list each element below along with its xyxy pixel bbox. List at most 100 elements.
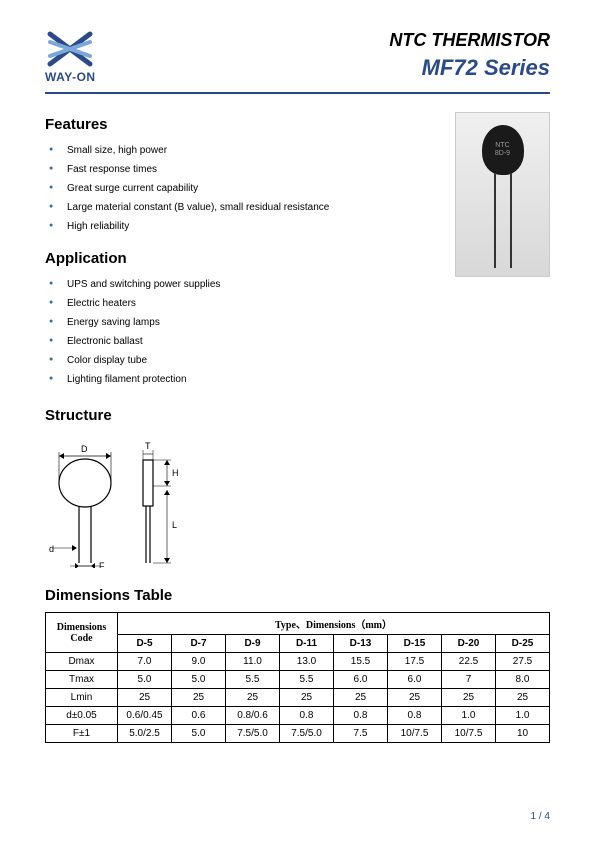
dim-cell: 9.0: [172, 653, 226, 671]
dim-col-header: D-7: [172, 635, 226, 653]
label-H: H: [172, 468, 179, 478]
dim-cell: 5.5: [280, 671, 334, 689]
dim-cell: 7.0: [118, 653, 172, 671]
dim-row-label: Dmax: [46, 653, 118, 671]
label-L: L: [172, 520, 177, 530]
dim-col-header: D-9: [226, 635, 280, 653]
thermistor-leads-icon: [494, 173, 512, 268]
dim-cell: 5.0: [172, 725, 226, 743]
dim-cell: 17.5: [388, 653, 442, 671]
list-item: Lighting filament protection: [49, 370, 440, 389]
marking-line2: 8D-9: [495, 150, 510, 158]
dim-col-header: D-25: [496, 635, 550, 653]
logo: WAY-ON: [45, 30, 96, 84]
dim-cell: 7.5/5.0: [226, 725, 280, 743]
table-row: Lmin2525252525252525: [46, 689, 550, 707]
label-T: T: [145, 441, 151, 451]
list-item: Large material constant (B value), small…: [49, 198, 440, 217]
wayon-logo-icon: [46, 30, 94, 68]
dim-cell: 15.5: [334, 653, 388, 671]
dim-cell: 25: [280, 689, 334, 707]
dim-cell: 7: [442, 671, 496, 689]
list-item: UPS and switching power supplies: [49, 275, 440, 294]
dim-cell: 7.5/5.0: [280, 725, 334, 743]
dimensions-table: Dimensions CodeType、Dimensions（mm）D-5D-7…: [45, 612, 550, 743]
dim-col-header: D-20: [442, 635, 496, 653]
table-row: d±0.050.6/0.450.60.8/0.60.80.80.81.01.0: [46, 707, 550, 725]
application-list: UPS and switching power suppliesElectric…: [45, 275, 440, 389]
dim-row-label: Tmax: [46, 671, 118, 689]
list-item: Electronic ballast: [49, 332, 440, 351]
dim-cell: 25: [172, 689, 226, 707]
table-row: Dmax7.09.011.013.015.517.522.527.5: [46, 653, 550, 671]
dim-col-header: D-5: [118, 635, 172, 653]
label-d: d: [49, 544, 54, 554]
structure-heading: Structure: [45, 407, 550, 424]
dim-cell: 5.0: [118, 671, 172, 689]
dim-col-header: D-15: [388, 635, 442, 653]
dim-group-header: Type、Dimensions（mm）: [118, 613, 550, 635]
dim-cell: 25: [118, 689, 172, 707]
dim-row-label: Lmin: [46, 689, 118, 707]
logo-text: WAY-ON: [45, 70, 96, 84]
title-category: NTC THERMISTOR: [389, 30, 550, 51]
dim-cell: 0.8/0.6: [226, 707, 280, 725]
dimensions-heading: Dimensions Table: [45, 587, 550, 604]
thermistor-head-icon: NTC 8D-9: [482, 125, 524, 175]
list-item: Electric heaters: [49, 294, 440, 313]
dim-col-header: D-11: [280, 635, 334, 653]
marking-line1: NTC: [495, 142, 509, 150]
intro-row: Features Small size, high powerFast resp…: [45, 112, 550, 403]
dim-row-label: F±1: [46, 725, 118, 743]
dim-cell: 1.0: [496, 707, 550, 725]
dim-cell: 0.6/0.45: [118, 707, 172, 725]
dim-cell: 0.8: [280, 707, 334, 725]
dim-cell: 25: [226, 689, 280, 707]
dim-cell: 25: [496, 689, 550, 707]
dim-cell: 25: [442, 689, 496, 707]
page-number: 1 / 4: [531, 811, 550, 822]
header: WAY-ON NTC THERMISTOR MF72 Series: [45, 30, 550, 94]
dim-cell: 25: [334, 689, 388, 707]
table-row: F±15.0/2.55.07.5/5.07.5/5.07.510/7.510/7…: [46, 725, 550, 743]
title-block: NTC THERMISTOR MF72 Series: [389, 30, 550, 81]
dim-col-header: D-13: [334, 635, 388, 653]
dim-cell: 0.6: [172, 707, 226, 725]
intro-text: Features Small size, high powerFast resp…: [45, 112, 440, 403]
table-row: Tmax5.05.05.55.56.06.078.0: [46, 671, 550, 689]
dim-cell: 10/7.5: [442, 725, 496, 743]
features-heading: Features: [45, 116, 440, 133]
dim-cell: 8.0: [496, 671, 550, 689]
dim-row-label: d±0.05: [46, 707, 118, 725]
dim-cell: 5.0: [172, 671, 226, 689]
dim-cell: 27.5: [496, 653, 550, 671]
label-F: F: [99, 561, 105, 568]
dim-cell: 13.0: [280, 653, 334, 671]
list-item: Fast response times: [49, 160, 440, 179]
list-item: Color display tube: [49, 351, 440, 370]
product-photo: NTC 8D-9: [455, 112, 550, 277]
list-item: Great surge current capability: [49, 179, 440, 198]
structure-diagram: D d F T H L: [45, 438, 225, 568]
dim-cell: 0.8: [388, 707, 442, 725]
dim-cell: 25: [388, 689, 442, 707]
dim-cell: 10: [496, 725, 550, 743]
dim-cell: 6.0: [334, 671, 388, 689]
dim-cell: 1.0: [442, 707, 496, 725]
application-heading: Application: [45, 250, 440, 267]
dim-cell: 6.0: [388, 671, 442, 689]
features-list: Small size, high powerFast response time…: [45, 141, 440, 236]
dim-cell: 0.8: [334, 707, 388, 725]
list-item: High reliability: [49, 217, 440, 236]
dim-cell: 5.0/2.5: [118, 725, 172, 743]
list-item: Small size, high power: [49, 141, 440, 160]
dim-cell: 22.5: [442, 653, 496, 671]
label-D: D: [81, 444, 88, 454]
dim-cell: 11.0: [226, 653, 280, 671]
dim-code-header: Dimensions Code: [46, 613, 118, 653]
dim-cell: 5.5: [226, 671, 280, 689]
dim-cell: 10/7.5: [388, 725, 442, 743]
list-item: Energy saving lamps: [49, 313, 440, 332]
title-series: MF72 Series: [389, 55, 550, 81]
dim-cell: 7.5: [334, 725, 388, 743]
